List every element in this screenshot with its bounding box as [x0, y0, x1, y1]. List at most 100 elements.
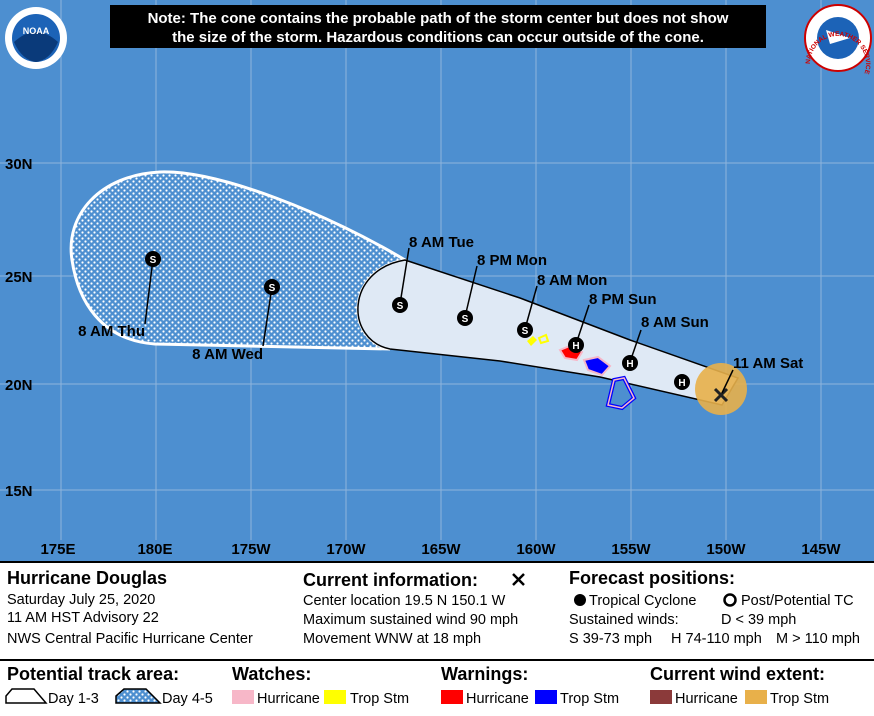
lon-label: 180E [137, 541, 172, 558]
time-label: 8 PM Mon [477, 252, 547, 269]
legend-title: Current wind extent: [650, 664, 825, 684]
lat-label: 25N [5, 269, 33, 286]
lat-label: 20N [5, 377, 33, 394]
island-trop-storm-watch [527, 336, 537, 346]
note-box [110, 5, 766, 48]
leader-line [144, 258, 154, 325]
lon-label: 155W [611, 541, 651, 558]
current-info-line: Center location 19.5 N 150.1 W [303, 593, 506, 609]
forecast-symbol: S [522, 326, 529, 337]
leader-line [464, 265, 478, 318]
hurricane-watch-swatch [232, 690, 254, 704]
forecast-marker [457, 310, 473, 326]
leader-line [399, 247, 410, 305]
forecast-marker [392, 297, 408, 313]
legend-title: Potential track area: [7, 664, 179, 684]
x-stroke [512, 573, 525, 586]
leader-line [262, 286, 273, 347]
forecast-symbol: S [269, 283, 276, 294]
forecast-legend: Post/Potential TC [741, 593, 854, 609]
wind-extent-trop-storm [695, 363, 747, 415]
current-info-line: Movement WNW at 18 mph [303, 631, 481, 647]
forecast-legend: H 74-110 mph [671, 631, 762, 647]
current-info-title: Current information: [303, 570, 478, 590]
lon-label: 150W [706, 541, 746, 558]
legend-item: Trop Stm [560, 691, 619, 707]
forecast-legend: M > 110 mph [776, 631, 860, 647]
lon-label: 160W [516, 541, 556, 558]
forecast-marker [674, 374, 690, 390]
forecast-points: 8 AM Sun 8 PM Sun 8 AM Mon 8 PM Mon 8 AM… [78, 234, 709, 390]
day-4-5-swatch [115, 688, 162, 704]
hurricane-wind-swatch [650, 690, 672, 704]
forecast-marker [622, 355, 638, 371]
lat-label: 15N [5, 483, 33, 500]
lon-label: 145W [801, 541, 841, 558]
time-label: 8 PM Sun [589, 291, 657, 308]
legend-item: Hurricane [257, 691, 320, 707]
legend-title: Watches: [232, 664, 311, 684]
note-line: Note: The cone contains the probable pat… [148, 10, 729, 27]
time-label: 8 AM Wed [192, 346, 263, 363]
time-label: 8 AM Sun [641, 314, 709, 331]
legend-item: Hurricane [466, 691, 529, 707]
note-line: the size of the storm. Hazardous conditi… [172, 29, 704, 46]
logo-wave [14, 32, 58, 62]
current-position-marker [713, 387, 729, 403]
lat-label: 30N [5, 156, 33, 173]
forecast-legend: Tropical Cyclone [589, 593, 696, 609]
lon-label: 165W [421, 541, 461, 558]
trop-storm-wind-swatch [745, 690, 767, 704]
time-label: 8 AM Tue [409, 234, 474, 251]
current-info-line: Maximum sustained wind 90 mph [303, 612, 518, 628]
trop-storm-watch-swatch [324, 690, 346, 704]
forecast-marker [145, 251, 161, 267]
legend-item: Day 1-3 [48, 691, 99, 707]
post-tc-symbol [723, 593, 737, 607]
storm-date: Saturday July 25, 2020 [7, 592, 155, 608]
storm-name: Hurricane Douglas [7, 568, 167, 588]
x-stroke [713, 387, 729, 403]
forecast-legend: S 39-73 mph [569, 631, 652, 647]
current-info-x [512, 573, 525, 586]
island-trop-storm-watch [537, 333, 550, 345]
logo-emblem [826, 30, 850, 44]
forecast-symbol: S [397, 301, 404, 312]
day-1-3-swatch [5, 688, 48, 704]
time-label: 8 AM Thu [78, 323, 145, 340]
forecast-symbol: H [572, 341, 579, 352]
forecast-legend: D < 39 mph [721, 612, 796, 628]
noaa-logo: NOAA [5, 7, 67, 69]
legend-item: Trop Stm [770, 691, 829, 707]
time-label: 8 AM Mon [537, 272, 607, 289]
leader-line [721, 369, 734, 394]
forecast-marker [568, 337, 584, 353]
forecast-symbol: H [626, 359, 633, 370]
forecast-title: Forecast positions: [569, 568, 735, 588]
trop-storm-warning-swatch [535, 690, 557, 704]
logo-text: NOAA [23, 26, 50, 36]
forecast-marker [517, 322, 533, 338]
lon-label: 170W [326, 541, 366, 558]
leader-line [524, 285, 538, 330]
legend-item: Day 4-5 [162, 691, 213, 707]
island-hurricane-watch [607, 377, 635, 409]
lon-label: 175E [40, 541, 75, 558]
lon-label: 175W [231, 541, 271, 558]
storm-center: NWS Central Pacific Hurricane Center [7, 631, 253, 647]
time-label: 11 AM Sat [733, 355, 803, 372]
legend-title: Warnings: [441, 664, 528, 684]
forecast-symbol: S [462, 314, 469, 325]
storm-advisory: 11 AM HST Advisory 22 [7, 610, 159, 626]
forecast-marker [264, 279, 280, 295]
legend-item: Hurricane [675, 691, 738, 707]
forecast-symbol: S [150, 255, 157, 266]
hurricane-warning-swatch [441, 690, 463, 704]
legend-item: Trop Stm [350, 691, 409, 707]
forecast-symbol: H [678, 378, 685, 389]
tc-symbol [574, 594, 586, 606]
nws-logo: NATIONAL WEATHER SERVICE [804, 4, 872, 76]
island-trop-storm-warning [582, 355, 612, 377]
forecast-legend: Sustained winds: [569, 612, 679, 628]
